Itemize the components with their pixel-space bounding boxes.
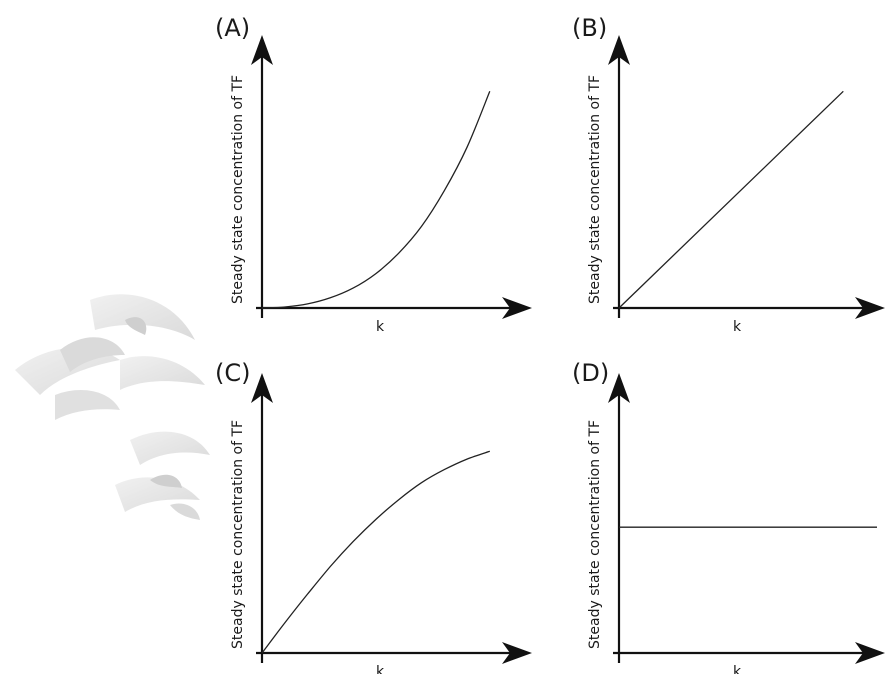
data-curve [261,450,491,654]
y-axis-label: Steady state concentration of TF [230,420,246,649]
panel-label: (A) [215,14,250,42]
panel-label: (B) [572,14,607,42]
x-axis-arrowhead [502,297,532,319]
data-curve [618,90,844,309]
data-curve [261,91,491,309]
y-axis-arrowhead [251,373,273,403]
chart-panel-b: (B) k Steady state concentration of TF [572,14,885,335]
x-axis-label: k [733,664,742,674]
x-axis-arrowhead [502,642,532,664]
y-axis-label: Steady state concentration of TF [587,75,603,304]
x-axis-arrowhead [855,297,885,319]
chart-panel-d: (D) k Steady state concentration of TF [572,359,885,674]
panel-label: (D) [572,359,609,387]
y-axis-label: Steady state concentration of TF [587,420,603,649]
y-axis-arrowhead [251,35,273,65]
x-axis-arrowhead [855,642,885,664]
chart-panel-c: (C) k Steady state concentration of TF [215,359,532,674]
panel-label: (C) [215,359,250,387]
x-axis-label: k [376,664,385,674]
x-axis-label: k [733,319,742,335]
chart-panel-a: (A) k Steady state concentration of TF [215,14,532,335]
y-axis-arrowhead [608,35,630,65]
x-axis-label: k [376,319,385,335]
watermark-decoration [15,294,210,520]
y-axis-label: Steady state concentration of TF [230,75,246,304]
y-axis-arrowhead [608,373,630,403]
